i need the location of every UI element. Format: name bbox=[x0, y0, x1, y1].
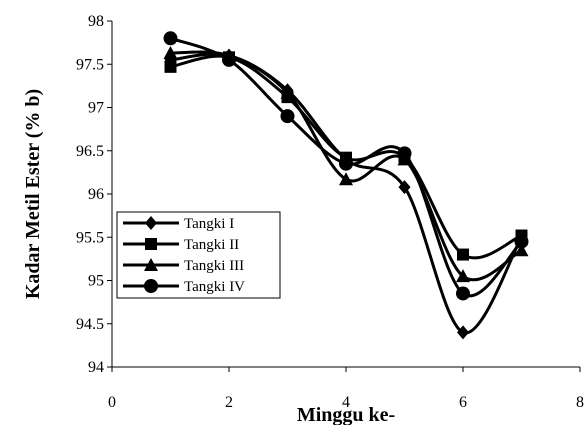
legend-item: Tangki III bbox=[123, 258, 244, 274]
y-tick-label: 95 bbox=[88, 273, 104, 290]
data-point bbox=[339, 156, 353, 171]
legend-item: Tangki IV bbox=[123, 279, 245, 295]
legend: Tangki I Tangki II Tangki III Tangki IV bbox=[116, 211, 281, 299]
y-tick-label: 97.5 bbox=[76, 56, 104, 73]
legend-marker bbox=[145, 238, 157, 250]
legend-label: Tangki III bbox=[184, 258, 244, 274]
data-point bbox=[398, 180, 411, 195]
x-axis-title: Minggu ke- bbox=[297, 404, 395, 425]
data-point bbox=[222, 52, 236, 67]
data-point bbox=[164, 60, 177, 73]
data-point bbox=[280, 109, 295, 124]
y-tick-label: 97 bbox=[88, 100, 104, 117]
legend-label: Tangki I bbox=[184, 216, 234, 232]
series-4 bbox=[163, 31, 529, 301]
data-point bbox=[456, 286, 470, 301]
legend-marker bbox=[144, 258, 158, 271]
data-point bbox=[456, 269, 470, 283]
x-tick-label: 2 bbox=[225, 394, 233, 411]
x-tick-label: 6 bbox=[459, 394, 467, 411]
legend-marker bbox=[145, 216, 157, 230]
legend-item: Tangki I bbox=[123, 216, 234, 232]
data-point bbox=[397, 146, 412, 161]
data-point bbox=[514, 243, 529, 257]
y-tick-label: 98 bbox=[88, 13, 104, 30]
data-point bbox=[514, 234, 529, 249]
y-tick-label: 96.5 bbox=[76, 143, 104, 160]
y-tick-label: 94.5 bbox=[76, 316, 104, 333]
y-axis-title: Kadar Metil Ester (% b) bbox=[22, 89, 44, 299]
data-point bbox=[163, 46, 178, 60]
data-point bbox=[457, 325, 469, 340]
legend-marker bbox=[144, 279, 158, 293]
x-tick-label: 4 bbox=[342, 394, 350, 411]
legend-box bbox=[116, 211, 281, 299]
y-tick-label: 95.5 bbox=[76, 229, 104, 246]
axes: 94 94.5 95 95.5 96 96.5 97 97.5 98 0 2 4 6 8 bbox=[76, 13, 584, 411]
x-tick-label: 8 bbox=[576, 394, 584, 411]
y-tick-label: 94 bbox=[88, 359, 104, 376]
legend-label: Tangki IV bbox=[184, 279, 245, 295]
series-layer bbox=[163, 31, 529, 340]
y-tick-label: 96 bbox=[88, 186, 104, 203]
data-point bbox=[280, 85, 295, 99]
data-point bbox=[163, 31, 178, 46]
x-tick-label: 0 bbox=[108, 394, 116, 411]
legend-item: Tangki II bbox=[123, 237, 239, 253]
data-point bbox=[339, 172, 353, 186]
data-point bbox=[457, 248, 469, 261]
legend-label: Tangki II bbox=[184, 237, 239, 253]
